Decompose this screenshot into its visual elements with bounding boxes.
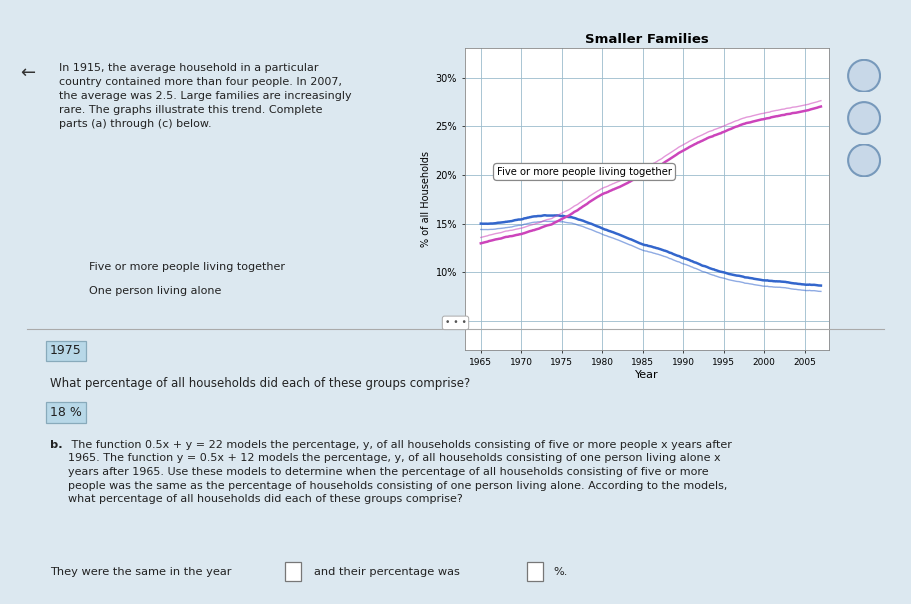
- Text: and their percentage was: and their percentage was: [314, 567, 460, 577]
- Text: Five or more people living together: Five or more people living together: [89, 262, 285, 272]
- Text: They were the same in the year: They were the same in the year: [50, 567, 231, 577]
- Text: %.: %.: [553, 567, 568, 577]
- Text: • • •: • • •: [445, 318, 466, 327]
- Text: The function 0.5x + y = 22 models the percentage, y, of all households consistin: The function 0.5x + y = 22 models the pe…: [68, 440, 732, 504]
- Circle shape: [848, 144, 880, 176]
- Text: ←: ←: [20, 63, 36, 82]
- Text: 1975: 1975: [50, 344, 82, 358]
- Y-axis label: % of all Households: % of all Households: [421, 152, 431, 247]
- Text: One person living alone: One person living alone: [89, 286, 221, 296]
- Text: b.: b.: [50, 440, 63, 450]
- Text: Five or more people living together: Five or more people living together: [497, 167, 672, 177]
- X-axis label: Year: Year: [635, 370, 659, 380]
- Circle shape: [848, 60, 880, 92]
- Circle shape: [848, 102, 880, 134]
- Text: In 1915, the average household in a particular
country contained more than four : In 1915, the average household in a part…: [59, 63, 352, 129]
- Title: Smaller Families: Smaller Families: [585, 33, 709, 46]
- Text: 18 %: 18 %: [50, 406, 82, 419]
- Text: What percentage of all households did each of these groups comprise?: What percentage of all households did ea…: [50, 377, 470, 390]
